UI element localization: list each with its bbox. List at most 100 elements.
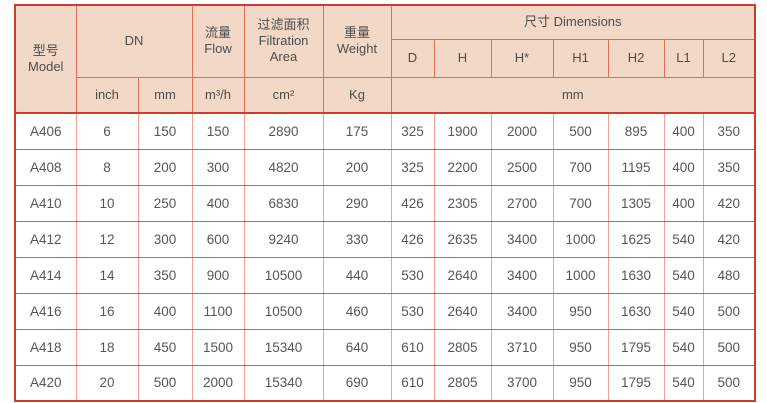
header-model-en: Model [28, 59, 64, 74]
table-cell: 3700 [490, 364, 554, 402]
table-cell: 1305 [607, 184, 665, 222]
header-flow-cn: 流量 [204, 25, 231, 41]
table-cell: 300 [191, 148, 245, 186]
table-cell: 175 [322, 112, 392, 150]
table-cell: 325 [390, 112, 435, 150]
header-dim-h: H [433, 38, 492, 78]
table-row: A410 10 250 400 6830 290 426 2305 2700 7… [14, 184, 756, 222]
table-cell: 330 [322, 220, 392, 258]
header-filtration-area: 过滤面积 Filtration Area [243, 4, 324, 78]
table-cell: 300 [137, 220, 193, 258]
table-cell: 2000 [490, 112, 554, 150]
table-cell: 290 [322, 184, 392, 222]
table-cell: 15340 [243, 328, 324, 366]
table-cell: 2640 [433, 256, 492, 294]
header-model-cn: 型号 [32, 43, 59, 58]
header-filtration-cn: 过滤面积 [257, 17, 310, 33]
model-cell: A406 [14, 112, 77, 150]
table-cell: 1630 [607, 292, 665, 330]
header-filtration-en-2: Area [269, 49, 298, 65]
table-cell: 2805 [433, 364, 492, 402]
table-cell: 1795 [607, 364, 665, 402]
table-cell: 950 [552, 292, 609, 330]
table-cell: 350 [137, 256, 193, 294]
table-cell: 450 [137, 328, 193, 366]
unit-dimensions-mm: mm [390, 76, 756, 114]
table-cell: 420 [702, 184, 756, 222]
model-cell: A416 [14, 292, 77, 330]
header-flow-en: Flow [204, 41, 232, 57]
table-cell: 2890 [243, 112, 324, 150]
table-cell: 700 [552, 148, 609, 186]
table-cell: 6830 [243, 184, 324, 222]
unit-flow: m³/h [191, 76, 245, 114]
table-cell: 540 [663, 328, 704, 366]
table-cell: 3400 [490, 256, 554, 294]
table-cell: 1195 [607, 148, 665, 186]
table-cell: 540 [663, 220, 704, 258]
header-weight-cn: 重量 [343, 25, 370, 41]
table-cell: 895 [607, 112, 665, 150]
table-cell: 500 [137, 364, 193, 402]
table-cell: 1900 [433, 112, 492, 150]
table-cell: 530 [390, 292, 435, 330]
model-cell: A418 [14, 328, 77, 366]
header-model: 型号 Model [14, 4, 77, 114]
model-cell: A414 [14, 256, 77, 294]
table-cell: 690 [322, 364, 392, 402]
header-dimensions: 尺寸 Dimensions [390, 4, 756, 40]
header-dn: DN [75, 4, 193, 78]
header-row-dimension-cols: D H H* H1 H2 L1 L2 [15, 38, 756, 78]
header-weight: 重量 Weight [322, 4, 392, 78]
table-cell: 2305 [433, 184, 492, 222]
table-cell: 400 [663, 112, 704, 150]
table-cell: 530 [390, 256, 435, 294]
table-cell: 2805 [433, 328, 492, 366]
table-cell: 400 [663, 184, 704, 222]
header-dim-d: D [390, 38, 435, 78]
table-cell: 2200 [433, 148, 492, 186]
table-cell: 10 [75, 184, 139, 222]
model-cell: A410 [14, 184, 77, 222]
table-cell: 540 [663, 364, 704, 402]
table-row: A416 16 400 1100 10500 460 530 2640 3400… [14, 292, 756, 330]
table-cell: 3400 [490, 220, 554, 258]
spec-table: 型号 Model DN 流量 Flow 过滤面积 Filtration Area… [14, 4, 757, 402]
table-cell: 400 [663, 148, 704, 186]
table-cell: 500 [702, 364, 756, 402]
table-cell: 950 [552, 364, 609, 402]
table-cell: 440 [322, 256, 392, 294]
table-cell: 420 [702, 220, 756, 258]
table-cell: 10500 [243, 256, 324, 294]
table-cell: 15340 [243, 364, 324, 402]
header-dim-l2: L2 [702, 38, 756, 78]
table-cell: 1795 [607, 328, 665, 366]
model-cell: A412 [14, 220, 77, 258]
table-cell: 18 [75, 328, 139, 366]
table-cell: 900 [191, 256, 245, 294]
header-dim-h1: H1 [552, 38, 609, 78]
table-cell: 200 [137, 148, 193, 186]
table-cell: 1000 [552, 220, 609, 258]
header-row-units: inch mm m³/h cm² Kg mm [15, 76, 756, 114]
table-cell: 500 [552, 112, 609, 150]
model-cell: A408 [14, 148, 77, 186]
model-cell: A420 [14, 364, 77, 402]
table-cell: 2640 [433, 292, 492, 330]
unit-mm: mm [137, 76, 193, 114]
table-cell: 2500 [490, 148, 554, 186]
table-cell: 540 [663, 292, 704, 330]
table-cell: 426 [390, 220, 435, 258]
table-cell: 350 [702, 112, 756, 150]
table-cell: 250 [137, 184, 193, 222]
header-dim-h-star: H* [490, 38, 554, 78]
table-row: A408 8 200 300 4820 200 325 2200 2500 70… [14, 148, 756, 186]
table-row: A406 6 150 150 2890 175 325 1900 2000 50… [14, 112, 756, 150]
table-cell: 2700 [490, 184, 554, 222]
table-row: A418 18 450 1500 15340 640 610 2805 3710… [14, 328, 756, 366]
table-cell: 10500 [243, 292, 324, 330]
header-dim-h2: H2 [607, 38, 665, 78]
table-cell: 4820 [243, 148, 324, 186]
table-cell: 610 [390, 328, 435, 366]
table-cell: 9240 [243, 220, 324, 258]
